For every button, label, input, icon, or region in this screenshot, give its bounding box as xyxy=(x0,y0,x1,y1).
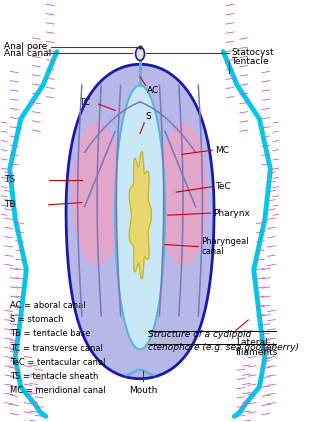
Text: S = stomach: S = stomach xyxy=(10,315,63,324)
Circle shape xyxy=(136,47,144,60)
Text: ctenophore (e.g. sea gooseberry): ctenophore (e.g. sea gooseberry) xyxy=(149,343,299,352)
Text: Mouth: Mouth xyxy=(129,386,157,395)
Polygon shape xyxy=(72,123,122,265)
Text: TeC = tentacular canal: TeC = tentacular canal xyxy=(10,358,105,367)
Text: TS = tentacle sheath: TS = tentacle sheath xyxy=(10,372,98,381)
Text: TB = tentacle base: TB = tentacle base xyxy=(10,329,90,338)
Polygon shape xyxy=(66,64,214,379)
Text: Pharyngeal
canal: Pharyngeal canal xyxy=(201,237,249,256)
Text: Anal canal: Anal canal xyxy=(4,49,52,58)
Text: TB: TB xyxy=(4,200,16,209)
Text: AC: AC xyxy=(147,86,159,95)
Text: MC: MC xyxy=(215,146,229,155)
Text: Structure of a cydippid: Structure of a cydippid xyxy=(149,330,252,339)
Text: TeC: TeC xyxy=(215,182,231,191)
Text: AC = aboral canal: AC = aboral canal xyxy=(10,301,85,310)
Text: TC: TC xyxy=(79,98,90,107)
Text: S: S xyxy=(145,112,151,121)
Text: Statocyst: Statocyst xyxy=(232,48,274,57)
Text: Anal pore: Anal pore xyxy=(4,42,47,51)
Text: Lateral
filaments: Lateral filaments xyxy=(236,338,278,357)
Polygon shape xyxy=(158,123,208,265)
Text: Pharynx: Pharynx xyxy=(214,208,250,218)
Text: MC = meridional canal: MC = meridional canal xyxy=(10,387,105,395)
Text: Tentacle: Tentacle xyxy=(232,57,269,66)
Polygon shape xyxy=(115,85,165,349)
Polygon shape xyxy=(129,151,151,279)
Text: TC = transverse canal: TC = transverse canal xyxy=(10,344,103,353)
Text: TS: TS xyxy=(4,175,15,184)
